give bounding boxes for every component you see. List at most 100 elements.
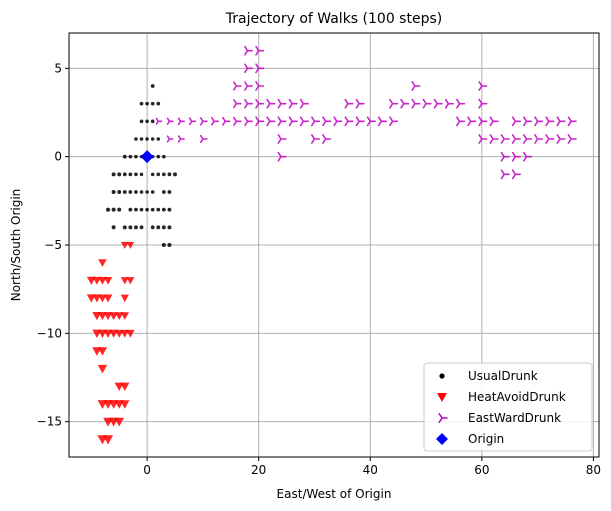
series-heatavoiddrunk <box>86 241 135 445</box>
data-points <box>86 45 577 445</box>
data-point <box>134 172 138 177</box>
data-point <box>128 207 133 212</box>
data-point <box>92 276 102 285</box>
data-point <box>366 116 376 127</box>
data-point <box>523 151 533 162</box>
data-point <box>156 225 161 230</box>
data-point <box>139 172 144 177</box>
data-point <box>333 116 343 127</box>
data-point <box>145 137 149 141</box>
data-point <box>155 117 163 125</box>
data-point <box>255 45 265 56</box>
data-point <box>478 134 488 144</box>
data-point <box>166 117 174 125</box>
data-point <box>167 207 172 212</box>
data-point <box>134 137 138 141</box>
data-point <box>145 101 149 106</box>
data-point <box>456 98 466 109</box>
legend-label: UsualDrunk <box>468 369 538 383</box>
data-point <box>97 364 108 374</box>
data-point <box>478 116 488 127</box>
data-point <box>344 98 354 109</box>
data-point <box>103 329 113 338</box>
data-point <box>139 207 144 212</box>
data-point <box>161 225 166 230</box>
data-point <box>117 207 122 212</box>
data-point <box>444 98 454 109</box>
x-tick-label: 60 <box>474 463 489 477</box>
legend: UsualDrunk HeatAvoidDrunk EastWardDrunk Ori… <box>423 362 593 452</box>
data-point <box>114 382 124 391</box>
data-point <box>411 98 421 109</box>
data-point <box>478 98 488 109</box>
data-point <box>134 225 138 230</box>
data-point <box>120 241 129 249</box>
y-tick-label: −10 <box>37 326 62 340</box>
data-point <box>389 98 399 109</box>
data-point <box>161 172 166 177</box>
data-point <box>478 81 488 91</box>
data-point <box>156 172 161 177</box>
data-point <box>567 134 577 144</box>
data-point <box>266 116 276 127</box>
data-point <box>244 81 254 91</box>
data-point <box>511 151 521 162</box>
legend-label: EastWardDrunk <box>468 411 561 425</box>
y-tick-label: −15 <box>37 415 62 429</box>
data-point <box>244 116 253 127</box>
data-point <box>255 81 265 91</box>
data-point <box>456 116 466 127</box>
series-origin <box>140 150 154 164</box>
data-point <box>311 134 321 144</box>
data-point <box>150 207 155 212</box>
data-point <box>161 207 166 212</box>
data-point <box>139 190 144 194</box>
data-point <box>389 116 399 127</box>
data-point <box>511 134 521 144</box>
data-point <box>103 276 113 285</box>
data-point <box>489 116 499 127</box>
data-point <box>111 189 116 195</box>
data-point <box>126 277 135 285</box>
data-point <box>145 190 149 194</box>
data-point <box>98 312 107 321</box>
data-point <box>114 312 124 320</box>
data-point <box>556 134 566 144</box>
data-point <box>98 294 107 303</box>
data-point <box>156 207 161 212</box>
data-point <box>120 294 129 303</box>
data-point <box>288 116 298 127</box>
data-point <box>109 329 119 338</box>
data-point <box>128 154 133 159</box>
data-point <box>128 190 133 194</box>
data-point <box>244 63 254 74</box>
data-point <box>166 135 174 143</box>
data-point <box>277 98 287 109</box>
data-point <box>120 400 130 409</box>
data-point <box>233 116 242 126</box>
data-point <box>233 81 242 91</box>
data-point <box>177 117 185 126</box>
data-point <box>523 116 533 127</box>
legend-marker <box>437 393 447 402</box>
data-point <box>161 190 166 194</box>
data-point <box>140 150 154 164</box>
data-point <box>400 98 410 109</box>
data-point <box>355 116 365 127</box>
data-point <box>139 119 144 124</box>
data-point <box>322 116 332 127</box>
data-point <box>534 116 544 127</box>
data-point <box>139 101 144 106</box>
legend-box <box>423 362 593 452</box>
data-point <box>489 134 499 144</box>
data-point <box>311 116 321 127</box>
data-point <box>500 134 510 144</box>
data-point <box>139 225 144 230</box>
data-point <box>117 172 122 177</box>
legend-label: Origin <box>468 432 504 446</box>
x-tick-label: 80 <box>586 463 601 477</box>
data-point <box>511 116 521 127</box>
data-point <box>97 347 108 356</box>
data-point <box>114 417 125 427</box>
data-point <box>86 276 96 285</box>
